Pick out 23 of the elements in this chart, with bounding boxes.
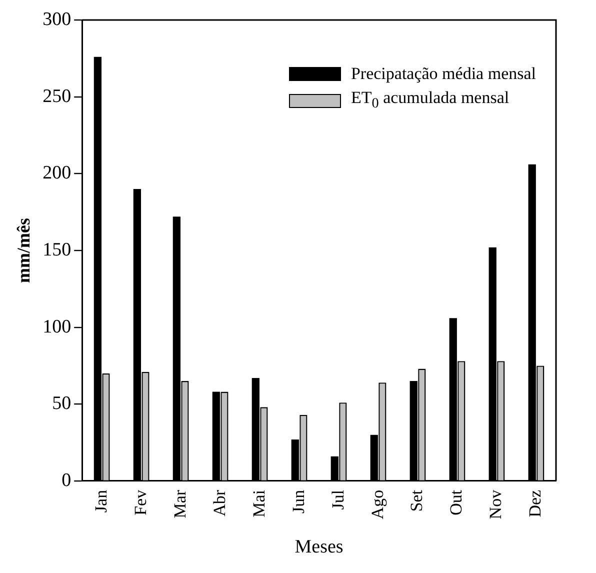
x-tick-label: Out <box>446 490 466 516</box>
x-tick-label: Set <box>407 490 426 512</box>
y-tick-label: 50 <box>52 393 72 414</box>
y-axis-title: mm/mês <box>13 218 34 283</box>
legend-label: Precipatação média mensal <box>350 63 536 85</box>
y-tick-label: 200 <box>42 162 72 184</box>
legend-label: ET$_{0}$ acumulada mensal <box>350 87 510 114</box>
y-tick-label: 150 <box>42 239 72 260</box>
x-tick-label: Ago <box>368 490 387 520</box>
y-tick-label: 250 <box>42 86 72 107</box>
y-tick-label: 100 <box>42 316 72 338</box>
x-tick-label: Nov <box>486 489 506 520</box>
x-tick-label: Mai <box>249 490 268 518</box>
x-tick-label: Mar <box>170 490 190 518</box>
x-tick-label: Jul <box>328 490 348 510</box>
x-tick-label: Jan <box>91 489 110 513</box>
x-axis-title: Meses <box>294 536 344 558</box>
x-tick-label: Jun <box>288 489 308 514</box>
y-tick-label: 300 <box>42 8 72 30</box>
x-tick-label: Abr <box>210 490 229 516</box>
x-tick-label: Dez <box>526 489 545 518</box>
x-tick-label: Fev <box>130 489 150 516</box>
y-tick-label: 0 <box>62 470 72 491</box>
